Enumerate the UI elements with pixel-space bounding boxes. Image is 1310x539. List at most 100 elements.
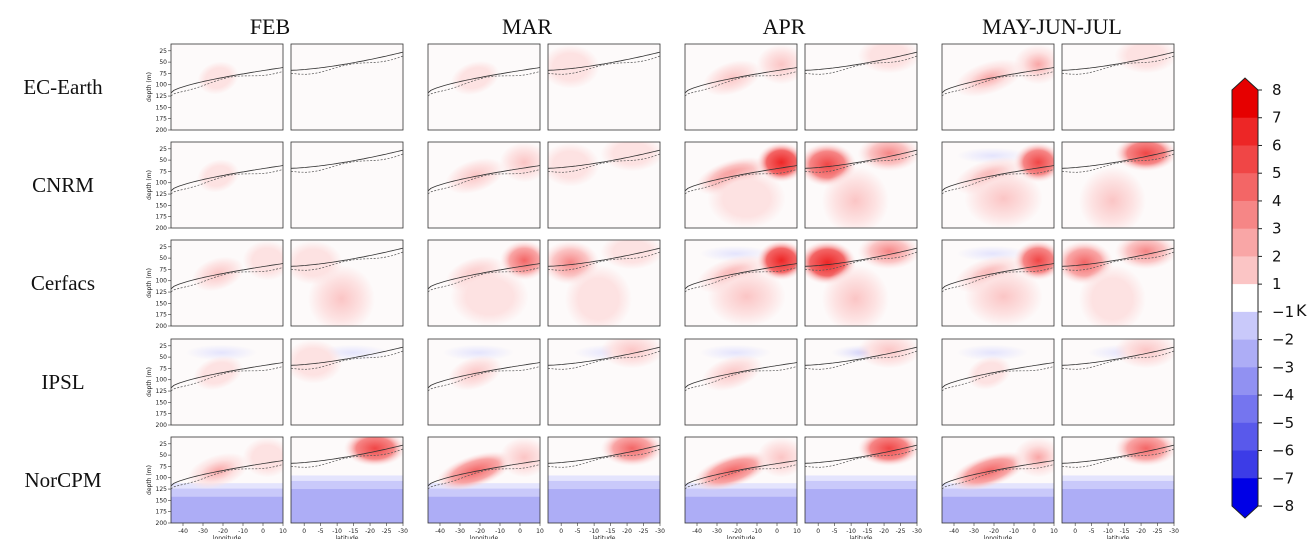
- y-tick-label: 200: [156, 323, 168, 330]
- colorbar-tick-label: −4: [1272, 386, 1294, 404]
- deep-anomaly: [307, 264, 375, 326]
- colorbar-segment: [1232, 339, 1258, 368]
- y-tick-label: 125: [156, 289, 168, 296]
- y-tick-label: 100: [156, 180, 168, 187]
- x-tick-label: -20: [879, 528, 889, 535]
- x-tick-label: -10: [1103, 528, 1113, 535]
- panel-frame: [427, 436, 541, 524]
- panel-4-2-longitude: -40 -30 -20 -10 0 10 longitude: [684, 436, 801, 539]
- panel-2-0-latitude: [290, 239, 404, 327]
- panel-frame: [170, 141, 284, 229]
- x-tick-label: -10: [752, 528, 762, 535]
- y-tick-label: 150: [156, 497, 168, 504]
- deep-anomaly: [964, 168, 1043, 228]
- panel-frame: [1061, 338, 1175, 426]
- x-axis-label: latitude: [592, 535, 615, 539]
- colorbar-tick-label: −1: [1272, 303, 1294, 321]
- x-tick-label: 0: [816, 528, 820, 535]
- cold-band: [171, 496, 283, 523]
- panel-frame: [170, 239, 284, 327]
- y-tick-label: 125: [156, 191, 168, 198]
- thermocline-line-reference: [805, 55, 917, 75]
- panel-frame: [290, 43, 404, 131]
- core-anomaly: [1114, 44, 1174, 74]
- x-tick-label: -40: [949, 528, 959, 535]
- core-anomaly: [756, 240, 797, 281]
- panel-1-3-latitude: [1061, 141, 1175, 229]
- thermocline-line: [291, 149, 403, 169]
- colorbar-segment: [1232, 228, 1258, 257]
- thermocline-line: [1062, 444, 1174, 464]
- cold-band: [1062, 489, 1174, 523]
- panel-frame: [290, 436, 404, 524]
- thermocline-line: [171, 362, 283, 389]
- thermocline-line: [291, 51, 403, 71]
- panel-1-3-longitude: [941, 141, 1055, 229]
- thermocline-line-reference: [548, 448, 660, 468]
- x-tick-label: -10: [238, 528, 248, 535]
- y-tick-label: 75: [159, 168, 167, 175]
- warm-anomaly: [445, 157, 505, 194]
- thermocline-line: [291, 346, 403, 366]
- panel-frame: [170, 43, 284, 131]
- warm-anomaly: [187, 452, 249, 490]
- core-anomaly: [499, 142, 540, 183]
- panel-3-0-latitude: [290, 338, 404, 426]
- x-tick-label: -20: [365, 528, 375, 535]
- cold-band: [942, 496, 1054, 523]
- panel-frame: [547, 436, 661, 524]
- core-anomaly: [600, 339, 660, 369]
- colorbar-segment: [1232, 422, 1258, 452]
- deep-anomaly: [707, 266, 786, 326]
- x-tick-label: -5: [575, 528, 581, 535]
- thermocline-line-reference: [1062, 350, 1174, 370]
- y-tick-label: 200: [156, 127, 168, 134]
- panel-3-2-latitude: [804, 338, 918, 426]
- thermocline-line: [428, 362, 540, 389]
- y-axis-label: depth (m): [146, 170, 153, 200]
- panel-1-2-latitude: [804, 141, 918, 229]
- core-anomaly: [1013, 142, 1054, 183]
- y-tick-label: 150: [156, 399, 168, 406]
- x-tick-label: -25: [896, 528, 906, 535]
- warm-anomaly: [692, 451, 772, 491]
- panel-0-2-longitude: [684, 43, 798, 131]
- thermocline-line: [942, 460, 1054, 487]
- x-tick-label: 0: [559, 528, 563, 535]
- y-tick-label: 150: [156, 300, 168, 307]
- colorbar-segment: [1232, 395, 1258, 424]
- thermocline-line: [428, 460, 540, 487]
- thermocline-line-reference: [805, 350, 917, 370]
- y-tick-label: 50: [159, 59, 167, 66]
- panel-frame: [684, 43, 798, 131]
- y-axis-label: depth (m): [146, 465, 153, 495]
- core-anomaly: [600, 437, 660, 467]
- colorbar-tick-label: 6: [1272, 136, 1282, 154]
- x-tick-label: -10: [1009, 528, 1019, 535]
- x-tick-label: 0: [1073, 528, 1077, 535]
- thermocline-line-reference: [805, 448, 917, 468]
- thermocline-line: [428, 67, 540, 94]
- core-anomaly: [857, 437, 917, 467]
- panel-2-3-latitude: [1061, 239, 1175, 327]
- x-tick-label: -5: [832, 528, 838, 535]
- x-tick-label: 10: [536, 528, 544, 535]
- thermocline-line: [548, 51, 660, 71]
- panel-frame: [804, 338, 918, 426]
- core-anomaly: [1114, 437, 1174, 467]
- core-anomaly: [499, 240, 540, 281]
- y-tick-label: 100: [156, 278, 168, 285]
- panel-1-0-longitude: 25 50 75 100 125 150 175 200 depth (m): [146, 141, 284, 232]
- x-tick-label: -15: [349, 528, 359, 535]
- colorbar-tick-label: 2: [1272, 247, 1282, 265]
- core-anomaly: [1114, 240, 1174, 270]
- cold-anomaly: [185, 344, 258, 361]
- panel-3-2-longitude: [684, 338, 798, 426]
- y-tick-label: 125: [156, 93, 168, 100]
- colorbar-tick-label: −6: [1272, 442, 1294, 460]
- panel-frame: [290, 141, 404, 229]
- panel-frame: [427, 239, 541, 327]
- x-axis-label: longitude: [984, 535, 1013, 539]
- y-tick-label: 25: [159, 441, 167, 448]
